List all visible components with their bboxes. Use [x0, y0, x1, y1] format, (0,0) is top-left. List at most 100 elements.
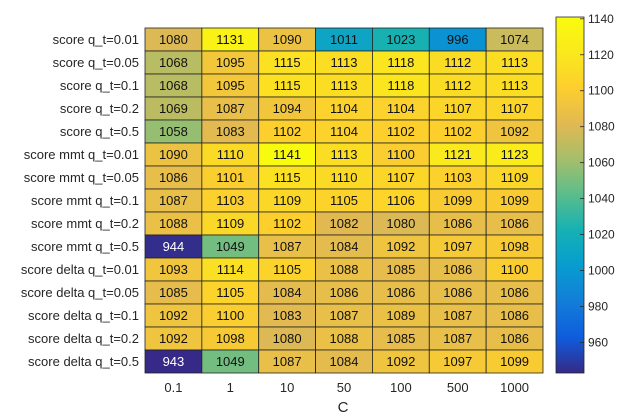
cell-value-label: 1107 [387, 170, 415, 185]
cell-value-label: 1113 [501, 78, 528, 93]
cell-value-label: 1105 [330, 193, 358, 208]
x-tick-label: 50 [337, 380, 351, 395]
y-tick-label: score delta q_t=0.05 [21, 285, 139, 300]
cell-value-label: 1109 [216, 216, 244, 231]
cell-value-label: 1086 [500, 308, 529, 323]
y-tick-label: score delta q_t=0.5 [28, 354, 139, 369]
y-tick-label: score delta q_t=0.1 [28, 308, 139, 323]
colorbar-tick-label: 960 [588, 335, 608, 349]
cell-value-label: 1092 [386, 354, 415, 369]
cell-value-label: 1101 [216, 170, 244, 185]
cell-value-label: 944 [163, 239, 185, 254]
cell-value-label: 1084 [330, 239, 359, 254]
colorbar-gradient [555, 16, 585, 374]
cell-value-label: 1086 [159, 170, 188, 185]
cell-value-label: 1097 [443, 239, 472, 254]
cell-value-label: 1102 [273, 124, 301, 139]
cell-value-label: 996 [447, 32, 469, 47]
cell-value-label: 1105 [216, 285, 244, 300]
cell-value-label: 1086 [500, 285, 529, 300]
cell-value-label: 1087 [443, 308, 472, 323]
cell-value-label: 943 [163, 354, 185, 369]
cell-value-label: 1100 [387, 147, 415, 162]
cell-value-label: 1110 [217, 147, 244, 162]
colorbar-tick-label: 1020 [588, 228, 615, 242]
cell-value-label: 1092 [386, 239, 415, 254]
cell-value-label: 1088 [159, 216, 188, 231]
x-tick-label: 1000 [500, 380, 529, 395]
x-axis-title: C [338, 399, 349, 416]
y-tick-label: score q_t=0.2 [60, 101, 139, 116]
cell-value-label: 1100 [216, 308, 244, 323]
cell-value-label: 1090 [273, 32, 302, 47]
cell-value-label: 1123 [501, 147, 529, 162]
cell-value-label: 1115 [274, 78, 301, 93]
cell-value-label: 1085 [386, 262, 415, 277]
cell-value-label: 1083 [273, 308, 302, 323]
cell-value-label: 1092 [500, 124, 529, 139]
colorbar-tick-label: 1040 [588, 192, 615, 206]
cell-value-label: 1118 [387, 78, 414, 93]
cell-value-label: 1086 [500, 331, 529, 346]
x-tick-label: 10 [280, 380, 294, 395]
y-tick-label: score mmt q_t=0.1 [31, 193, 139, 208]
cell-value-label: 1106 [387, 193, 415, 208]
cell-value-label: 1115 [274, 55, 301, 70]
cell-value-label: 1098 [500, 239, 529, 254]
colorbar-tick-label: 1060 [588, 156, 615, 170]
cell-value-label: 1086 [443, 216, 472, 231]
cell-value-label: 1110 [331, 170, 358, 185]
cell-value-label: 1109 [501, 170, 529, 185]
heatmap-cell [485, 349, 544, 374]
cell-value-label: 1058 [159, 124, 188, 139]
cell-value-label: 1082 [330, 216, 359, 231]
cell-value-label: 1141 [273, 147, 301, 162]
heatmap-cells: 1080 1131 1090 1011 1023 996 1074 1068 1095 1115 1… [144, 27, 544, 374]
cell-value-label: 1102 [273, 216, 301, 231]
cell-value-label: 1087 [443, 331, 472, 346]
cell-value-label: 1103 [216, 193, 244, 208]
y-tick-label: score delta q_t=0.2 [28, 331, 139, 346]
colorbar-tick-label: 1000 [588, 264, 615, 278]
y-tick-label: score q_t=0.1 [60, 78, 139, 93]
cell-value-label: 1088 [330, 331, 359, 346]
cell-value-label: 1087 [159, 193, 188, 208]
cell-value-label: 1099 [500, 354, 529, 369]
cell-value-label: 1097 [443, 354, 472, 369]
colorbar-tick-label: 1140 [588, 12, 614, 26]
cell-value-label: 1104 [330, 101, 358, 116]
y-tick-label: score mmt q_t=0.05 [24, 170, 139, 185]
cell-value-label: 1109 [273, 193, 301, 208]
x-tick-label: 1 [227, 380, 234, 395]
cell-value-label: 1092 [159, 308, 188, 323]
cell-value-label: 1074 [500, 32, 529, 47]
cell-value-label: 1069 [159, 101, 188, 116]
y-tick-label: score q_t=0.5 [60, 124, 139, 139]
x-tick-label: 500 [447, 380, 469, 395]
cell-value-label: 1080 [386, 216, 415, 231]
cell-value-label: 1089 [386, 308, 415, 323]
cell-value-label: 1113 [331, 55, 358, 70]
cell-value-label: 1098 [216, 331, 245, 346]
cell-value-label: 1105 [273, 262, 301, 277]
cell-value-label: 1095 [216, 55, 245, 70]
cell-value-label: 1080 [273, 331, 302, 346]
cell-value-label: 1084 [273, 285, 302, 300]
cell-value-label: 1104 [330, 124, 358, 139]
cell-value-label: 1011 [330, 32, 358, 47]
cell-value-label: 1092 [159, 331, 188, 346]
cell-value-label: 1086 [330, 285, 359, 300]
cell-value-label: 1118 [387, 55, 414, 70]
cell-value-label: 1121 [444, 147, 472, 162]
cell-value-label: 1103 [444, 170, 472, 185]
cell-value-label: 1023 [386, 32, 415, 47]
cell-value-label: 1113 [331, 78, 358, 93]
cell-value-label: 1104 [387, 101, 415, 116]
cell-value-label: 1131 [216, 32, 244, 47]
cell-value-label: 1099 [500, 193, 529, 208]
cell-value-label: 1049 [216, 354, 245, 369]
y-tick-label: score mmt q_t=0.5 [31, 239, 139, 254]
cell-value-label: 1115 [274, 170, 301, 185]
